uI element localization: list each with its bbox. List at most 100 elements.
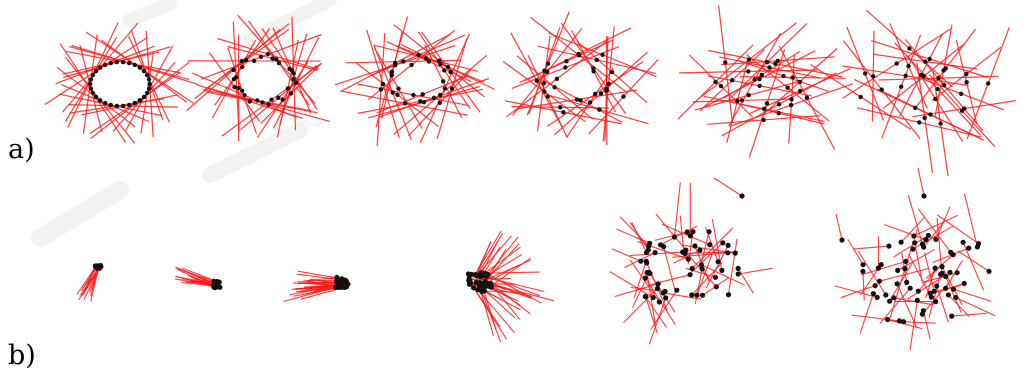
particle [420, 92, 425, 97]
panel-b-5 [609, 177, 773, 345]
particle [966, 245, 972, 251]
particle [885, 316, 891, 323]
particle [933, 299, 939, 305]
particle [720, 240, 726, 246]
particle [903, 258, 909, 264]
particle [654, 285, 661, 291]
particle [563, 65, 568, 70]
particle [945, 292, 952, 298]
rod [473, 287, 508, 340]
rod [941, 266, 963, 306]
rod [609, 271, 654, 298]
particle [141, 94, 147, 100]
panel-a-3 [334, 16, 496, 146]
particle [270, 56, 275, 61]
particle [93, 68, 99, 74]
rod [611, 248, 642, 262]
rod [834, 285, 878, 298]
particle [663, 295, 669, 301]
particle [739, 98, 745, 103]
rod [490, 283, 531, 315]
particle [876, 278, 883, 284]
rod [297, 281, 341, 285]
particle [735, 98, 740, 104]
particle [656, 299, 662, 305]
particle [986, 81, 991, 86]
particle [914, 297, 920, 303]
rod [914, 242, 923, 282]
particle [921, 193, 927, 199]
rod [82, 266, 101, 296]
particle [941, 82, 947, 88]
watermark-stroke [123, 0, 177, 27]
rod [481, 291, 502, 343]
particle [964, 80, 969, 85]
panel-a-4 [502, 11, 659, 146]
particle [933, 236, 939, 242]
particle [334, 274, 340, 281]
particle [488, 281, 494, 287]
rod [909, 300, 918, 350]
rod [889, 261, 914, 302]
particle [426, 59, 432, 64]
particle [127, 60, 132, 66]
particle [276, 95, 281, 101]
rod [644, 296, 667, 328]
particle [236, 85, 241, 91]
panel-b-6 [834, 167, 996, 350]
particle [906, 63, 911, 69]
particle [878, 262, 884, 268]
particle [97, 98, 103, 103]
particle [652, 250, 658, 256]
particle [950, 252, 956, 258]
particle [587, 100, 593, 105]
particle [545, 61, 551, 66]
particle [146, 86, 152, 91]
particle [88, 81, 93, 87]
particle [438, 61, 443, 67]
particle [285, 86, 291, 91]
particle [886, 243, 892, 249]
row-label-a: a) [8, 134, 35, 165]
particle [232, 84, 237, 90]
rod [303, 276, 337, 282]
rod [616, 228, 650, 244]
particle [715, 259, 721, 265]
particle [114, 59, 120, 65]
particle [638, 258, 644, 264]
particle [661, 244, 667, 250]
particle [863, 71, 868, 76]
particle [899, 84, 904, 89]
particle [473, 272, 479, 278]
particle [719, 267, 725, 273]
panel-a-6 [810, 9, 1016, 177]
particle [687, 272, 693, 278]
particle [858, 94, 863, 100]
watermark [31, 0, 337, 247]
particle [928, 294, 935, 300]
particle [120, 59, 126, 65]
particle [90, 72, 96, 78]
panel-a-1 [44, 22, 199, 144]
particle [883, 292, 889, 298]
particle [928, 112, 933, 117]
particle [251, 58, 257, 64]
particle [380, 81, 386, 87]
particle [764, 101, 770, 106]
rod [879, 287, 911, 325]
particle [875, 265, 882, 271]
rod [936, 214, 979, 245]
particle [939, 263, 945, 270]
particle [593, 91, 598, 97]
particle [600, 52, 605, 57]
particle [725, 242, 731, 248]
particle [642, 293, 648, 300]
particle [88, 86, 94, 91]
particle [141, 68, 147, 74]
particle [411, 92, 416, 98]
particle [103, 100, 108, 106]
particle [732, 250, 738, 256]
rod [477, 289, 515, 333]
watermark-stroke [243, 0, 337, 47]
rod [647, 274, 691, 286]
